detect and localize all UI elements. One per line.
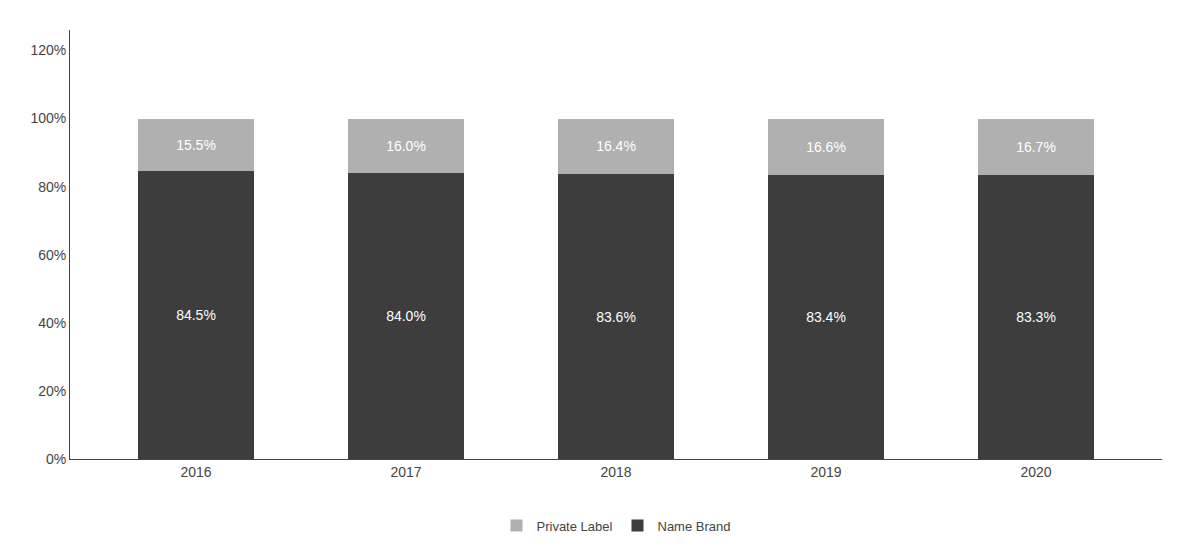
svg-text:84.5%: 84.5% <box>176 307 216 323</box>
svg-text:60%: 60% <box>38 247 66 263</box>
svg-text:83.3%: 83.3% <box>1016 309 1056 325</box>
svg-text:16.0%: 16.0% <box>386 138 426 154</box>
svg-text:15.5%: 15.5% <box>176 137 216 153</box>
svg-text:83.4%: 83.4% <box>806 309 846 325</box>
svg-text:80%: 80% <box>38 179 66 195</box>
svg-text:2020: 2020 <box>1020 464 1051 480</box>
svg-text:2018: 2018 <box>600 464 631 480</box>
svg-text:20%: 20% <box>38 383 66 399</box>
svg-text:16.6%: 16.6% <box>806 139 846 155</box>
svg-text:120%: 120% <box>30 42 66 58</box>
svg-text:40%: 40% <box>38 315 66 331</box>
svg-text:100%: 100% <box>30 110 66 126</box>
svg-text:2016: 2016 <box>180 464 211 480</box>
svg-text:Private Label: Private Label <box>537 519 613 534</box>
svg-text:2017: 2017 <box>390 464 421 480</box>
svg-text:0%: 0% <box>46 451 66 467</box>
svg-text:83.6%: 83.6% <box>596 309 636 325</box>
svg-text:16.7%: 16.7% <box>1016 139 1056 155</box>
svg-text:2019: 2019 <box>810 464 841 480</box>
svg-text:Name Brand: Name Brand <box>657 519 730 534</box>
svg-text:16.4%: 16.4% <box>596 138 636 154</box>
svg-text:84.0%: 84.0% <box>386 308 426 324</box>
